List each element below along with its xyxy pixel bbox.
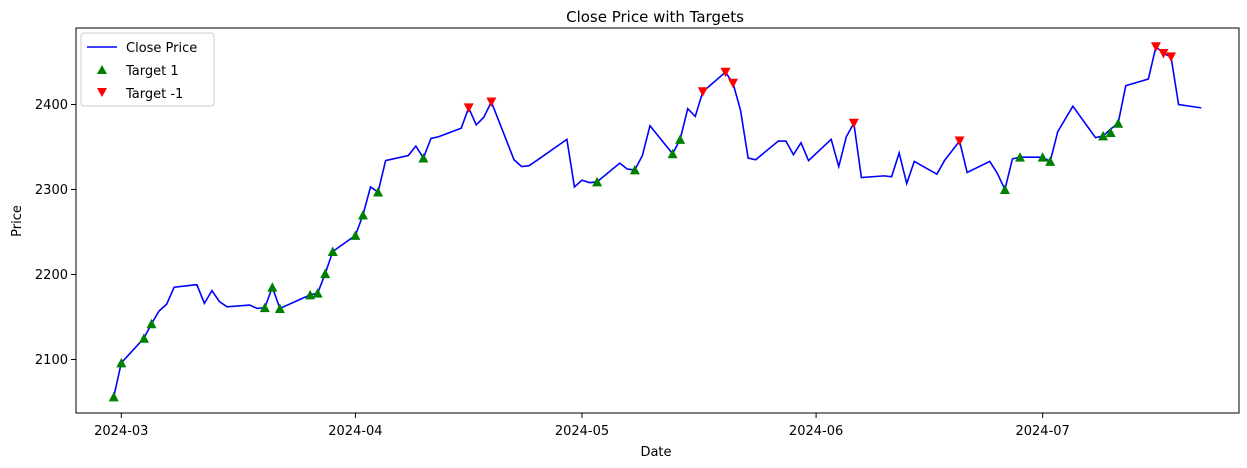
target-neg1-marker — [728, 78, 739, 89]
target-1-marker — [1014, 152, 1025, 162]
target-neg1-marker — [954, 136, 965, 147]
legend-label-target-neg1: Target -1 — [125, 87, 183, 102]
legend: Close Price Target 1 Target -1 — [80, 32, 215, 107]
x-tick-label: 2024-06 — [789, 424, 843, 439]
target-neg1-marker — [697, 87, 708, 97]
target-1-marker — [629, 164, 640, 175]
target-1-markers — [108, 118, 1124, 402]
target-1-marker — [1037, 152, 1048, 162]
target-1-marker — [373, 187, 384, 197]
target-1-marker — [675, 134, 686, 144]
target-neg1-marker — [848, 118, 859, 129]
target-1-marker — [320, 268, 331, 279]
target-neg1-marker — [720, 67, 731, 78]
y-axis: 2100 2200 2300 2400 — [35, 98, 76, 368]
y-tick-label: 2100 — [35, 353, 68, 368]
target-1-marker — [146, 318, 157, 329]
x-axis: 2024-03 2024-04 2024-05 2024-06 2024-07 — [94, 413, 1070, 439]
target-1-marker — [259, 302, 270, 313]
target-1-marker — [667, 148, 678, 159]
x-tick-label: 2024-05 — [555, 424, 609, 439]
target-neg1-marker — [1150, 42, 1161, 52]
target-1-marker — [1098, 130, 1109, 141]
plot-area — [76, 28, 1239, 413]
y-axis-label: Price — [10, 205, 25, 237]
plot-frame — [75, 27, 1240, 414]
y-tick-label: 2400 — [35, 98, 68, 113]
target-neg1-marker — [486, 97, 497, 107]
target-1-marker — [274, 303, 285, 313]
x-tick-label: 2024-07 — [1015, 424, 1069, 439]
target-neg1-marker — [1158, 48, 1169, 59]
target-1-marker — [592, 176, 603, 187]
x-tick-label: 2024-03 — [94, 424, 148, 439]
series-layer — [108, 42, 1202, 402]
target-1-marker — [1045, 156, 1056, 166]
target-1-marker — [116, 357, 127, 368]
target-1-marker — [312, 288, 323, 298]
target-1-marker — [350, 230, 361, 240]
target-1-marker — [1113, 118, 1124, 128]
target-neg1-marker — [1166, 52, 1177, 62]
target-1-marker — [1105, 127, 1116, 138]
target-1-marker — [305, 289, 316, 300]
target-1-marker — [108, 391, 119, 402]
target-1-marker — [138, 333, 149, 343]
x-tick-label: 2024-04 — [328, 424, 382, 439]
y-tick-label: 2200 — [35, 268, 68, 283]
target-1-marker — [327, 246, 338, 257]
target-1-marker — [357, 209, 368, 220]
legend-label-target-1: Target 1 — [125, 64, 179, 79]
target-neg1-marker — [463, 103, 474, 113]
legend-box — [80, 32, 215, 107]
target-neg1-markers — [463, 42, 1177, 147]
y-tick-label: 2300 — [35, 183, 68, 198]
target-1-marker — [999, 184, 1010, 194]
close-price-line — [112, 45, 1202, 398]
legend-up-triangle-icon — [97, 65, 107, 74]
legend-label-close-price: Close Price — [126, 41, 197, 56]
x-axis-label: Date — [640, 445, 671, 460]
target-1-marker — [267, 282, 278, 292]
target-1-marker — [418, 153, 429, 163]
legend-down-triangle-icon — [97, 88, 107, 97]
chart-title: Close Price with Targets — [566, 8, 744, 26]
